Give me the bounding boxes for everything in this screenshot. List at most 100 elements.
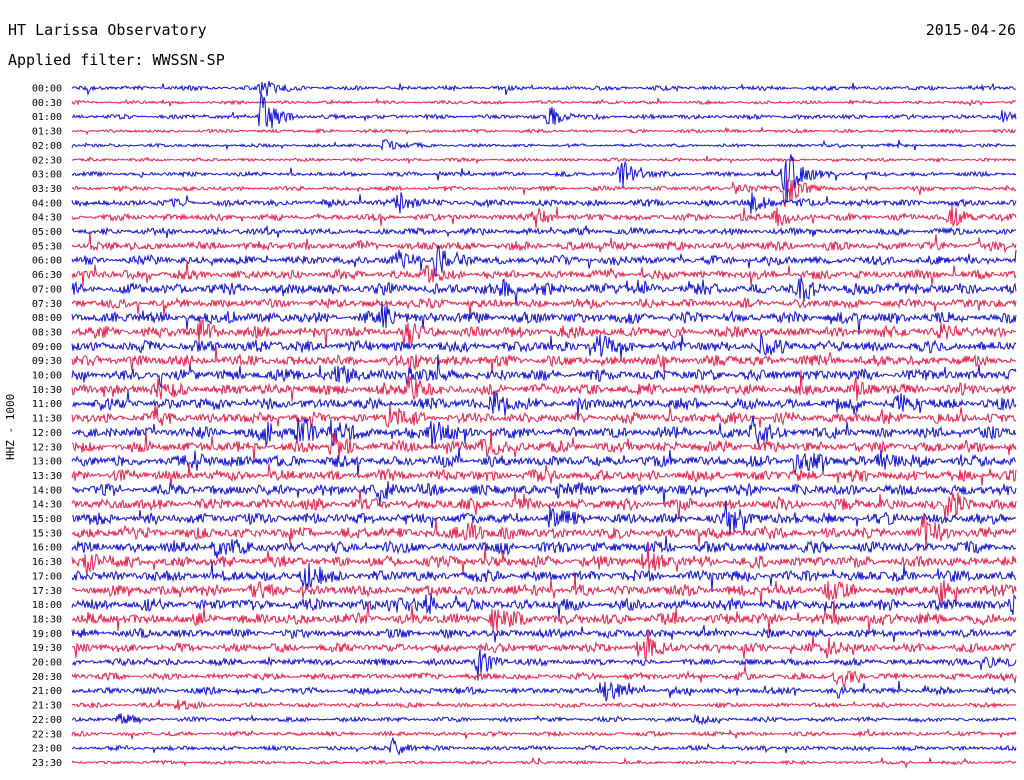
trace-line (71, 600, 1017, 634)
trace-line (71, 402, 1017, 429)
time-tick-label: 22:00 (32, 715, 62, 726)
trace-line (71, 369, 1017, 402)
time-tick-label: 13:00 (32, 457, 62, 468)
time-tick-label: 01:00 (32, 112, 62, 123)
trace-line (71, 260, 1017, 287)
time-tick-label: 03:00 (32, 170, 62, 181)
time-tick-labels: 00:00 00:30 01:00 01:30 02:00 02:30 03:00 03:30… (32, 84, 62, 769)
trace-line (71, 572, 1017, 608)
trace-line (71, 81, 1017, 97)
time-tick-label: 00:30 (32, 98, 62, 109)
trace-line (71, 334, 1017, 361)
trace-line (71, 177, 1017, 208)
trace-line (71, 648, 1017, 681)
trace-line (71, 415, 1017, 449)
trace-line (71, 139, 1017, 152)
trace-line (71, 665, 1017, 688)
time-tick-label: 09:30 (32, 356, 62, 367)
trace-line (71, 625, 1017, 643)
trace-line (71, 535, 1017, 559)
trace-line (71, 354, 1017, 389)
trace-line (71, 592, 1017, 619)
time-tick-label: 19:00 (32, 629, 62, 640)
time-tick-label: 11:30 (32, 414, 62, 425)
trace-line (71, 97, 1017, 107)
time-tick-label: 07:30 (32, 299, 62, 310)
trace-line (71, 699, 1017, 711)
applied-filter-label: Applied filter: WWSSN-SP (8, 51, 225, 69)
time-tick-label: 01:30 (32, 127, 62, 138)
time-tick-label: 21:00 (32, 686, 62, 697)
time-tick-label: 10:30 (32, 385, 62, 396)
trace-line (71, 390, 1017, 418)
time-tick-label: 09:00 (32, 342, 62, 353)
time-tick-label: 15:30 (32, 528, 62, 539)
time-tick-label: 22:30 (32, 729, 62, 740)
trace-line (71, 629, 1017, 660)
record-date: 2015-04-26 (925, 21, 1016, 39)
time-tick-label: 08:30 (32, 327, 62, 338)
trace-line (71, 318, 1017, 348)
time-tick-label: 14:30 (32, 500, 62, 511)
trace-line (71, 541, 1017, 575)
time-tick-label: 19:30 (32, 643, 62, 654)
time-tick-label: 03:30 (32, 184, 62, 195)
time-tick-label: 12:00 (32, 428, 62, 439)
trace-line (71, 231, 1017, 254)
time-tick-label: 02:30 (32, 155, 62, 166)
trace-line (71, 155, 1017, 165)
time-tick-label: 18:00 (32, 600, 62, 611)
trace-line (71, 126, 1017, 136)
time-tick-label: 05:30 (32, 241, 62, 252)
time-tick-label: 16:30 (32, 557, 62, 568)
time-tick-label: 13:30 (32, 471, 62, 482)
trace-line (71, 276, 1017, 306)
time-tick-label: 20:30 (32, 672, 62, 683)
trace-line (71, 756, 1017, 770)
time-tick-label: 14:00 (32, 485, 62, 496)
trace-line (71, 561, 1017, 592)
seismic-traces (71, 81, 1017, 770)
time-tick-label: 16:00 (32, 543, 62, 554)
time-tick-label: 21:30 (32, 701, 62, 712)
trace-line (71, 296, 1017, 318)
trace-line (71, 463, 1017, 488)
time-tick-label: 12:30 (32, 442, 62, 453)
time-tick-label: 10:00 (32, 371, 62, 382)
trace-line (71, 447, 1017, 477)
trace-line (71, 481, 1017, 505)
time-tick-label: 05:00 (32, 227, 62, 238)
trace-line (71, 300, 1017, 335)
time-tick-label: 00:00 (32, 84, 62, 95)
trace-line (71, 225, 1017, 239)
time-tick-label: 02:00 (32, 141, 62, 152)
time-tick-label: 18:30 (32, 614, 62, 625)
trace-line (71, 512, 1017, 551)
time-tick-label: 06:30 (32, 270, 62, 281)
trace-line (71, 429, 1017, 463)
trace-line (71, 204, 1017, 229)
trace-line (71, 737, 1017, 756)
trace-line (71, 192, 1017, 214)
trace-line (71, 727, 1017, 740)
time-tick-label: 23:00 (32, 744, 62, 755)
trace-line (71, 713, 1017, 726)
trace-line (71, 680, 1017, 702)
trace-line (71, 244, 1017, 277)
time-tick-label: 04:30 (32, 213, 62, 224)
time-tick-label: 17:30 (32, 586, 62, 597)
time-tick-label: 04:00 (32, 198, 62, 209)
time-tick-label: 23:30 (32, 758, 62, 769)
time-tick-label: 20:00 (32, 658, 62, 669)
time-tick-label: 11:00 (32, 399, 62, 410)
station-title: HT Larissa Observatory (8, 21, 207, 39)
time-tick-label: 17:00 (32, 571, 62, 582)
trace-line (71, 154, 1017, 203)
time-tick-label: 06:00 (32, 256, 62, 267)
trace-line (71, 93, 1017, 129)
trace-line (71, 345, 1017, 374)
trace-line (72, 500, 1017, 536)
time-tick-label: 15:00 (32, 514, 62, 525)
time-tick-label: 07:00 (32, 284, 62, 295)
